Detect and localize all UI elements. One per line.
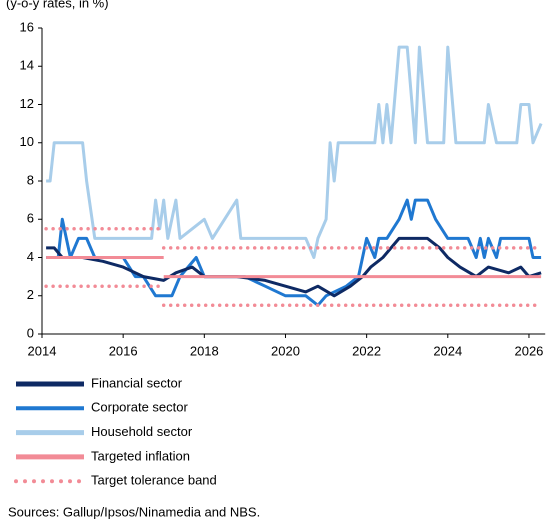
series-line-lower	[44, 284, 543, 308]
series-line	[46, 198, 542, 307]
y-tick-label: 14	[20, 58, 34, 73]
y-tick-label: 10	[20, 134, 34, 149]
y-tick-label: 6	[27, 211, 34, 226]
y-tick-label: 8	[27, 172, 34, 187]
x-tick-label: 2016	[109, 343, 138, 358]
x-tick-label: 2024	[433, 343, 462, 358]
y-tick-label: 16	[20, 19, 34, 34]
y-tick-label: 0	[27, 325, 34, 340]
series-line	[44, 227, 543, 250]
x-tick-label: 2022	[352, 343, 381, 358]
series-line	[46, 256, 542, 279]
x-tick-label: 2018	[190, 343, 219, 358]
legend-label: Household sector	[91, 424, 193, 439]
legend-label: Corporate sector	[91, 400, 188, 415]
series-line	[46, 236, 542, 298]
source-note: Sources: Gallup/Ipsos/Ninamedia and NBS.	[8, 504, 260, 519]
legend-label: Target tolerance band	[91, 473, 217, 488]
y-tick-label: 12	[20, 96, 34, 111]
x-tick-label: 2020	[271, 343, 300, 358]
y-tick-label: 2	[27, 287, 34, 302]
legend-label: Financial sector	[91, 375, 183, 390]
legend-label: Targeted inflation	[91, 448, 190, 463]
series-line	[46, 45, 543, 259]
y-tick-label: 4	[27, 249, 34, 264]
chart-subtitle: (y-o-y rates, in %)	[6, 0, 109, 10]
x-tick-label: 2026	[514, 343, 543, 358]
x-tick-label: 2014	[28, 343, 57, 358]
